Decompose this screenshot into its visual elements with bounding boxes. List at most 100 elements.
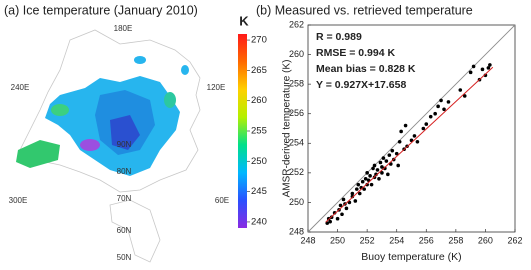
- scatter-title: (b) Measured vs. retrieved temperature: [256, 3, 473, 17]
- point: [371, 166, 375, 171]
- lat-label: 90N: [117, 140, 132, 149]
- point: [462, 94, 467, 98]
- lat-label: 50N: [117, 253, 132, 262]
- x-axis-label: Buoy temperature (K): [361, 251, 461, 263]
- lon-label: 60E: [215, 196, 229, 205]
- x-tick-label: 248: [300, 235, 315, 245]
- colorbar-label: K: [239, 13, 249, 28]
- point: [399, 129, 403, 134]
- point: [412, 134, 417, 138]
- point: [365, 171, 369, 175]
- point: [341, 197, 346, 202]
- point: [486, 66, 491, 70]
- sea-ice: [51, 104, 69, 116]
- lon-label: 240E: [11, 83, 30, 92]
- point: [390, 148, 395, 153]
- point: [415, 140, 420, 144]
- point: [433, 111, 437, 116]
- point: [480, 67, 485, 72]
- point: [403, 123, 408, 128]
- point: [471, 64, 476, 69]
- y-tick-label: 248: [289, 226, 304, 236]
- point: [350, 191, 355, 196]
- coastline: [109, 199, 161, 263]
- scatter-plot: 248 250 252 254 256 258 260 262 248 250 252 254 256 2…: [282, 19, 523, 262]
- x-tick-label: 254: [389, 235, 404, 245]
- point: [362, 187, 366, 191]
- point: [340, 212, 344, 217]
- colorbar-tick-label: 255: [251, 126, 267, 137]
- point: [488, 63, 492, 67]
- point: [381, 156, 386, 160]
- annotation: RMSE = 0.994 K: [316, 47, 395, 59]
- point: [375, 168, 380, 172]
- point: [386, 172, 390, 177]
- sea-ice: [134, 56, 146, 64]
- x-tick-label: 256: [419, 235, 434, 245]
- annotation: Y = 0.927X+17.658: [316, 79, 406, 91]
- point: [394, 151, 399, 156]
- point: [354, 187, 359, 191]
- point: [365, 182, 369, 187]
- map: [16, 29, 201, 263]
- point: [350, 194, 355, 199]
- sea-ice: [110, 115, 140, 150]
- x-tick-label: 260: [478, 235, 493, 245]
- lon-label: 300E: [9, 196, 28, 205]
- map-title: (a) Ice temperature (January 2010): [4, 3, 198, 17]
- one-to-one-line: [307, 24, 516, 233]
- sea-ice: [80, 139, 100, 151]
- point: [360, 179, 365, 184]
- colorbar-bar: [238, 34, 247, 228]
- lat-label: 60N: [117, 226, 132, 235]
- point: [368, 174, 372, 178]
- point: [436, 104, 440, 109]
- point: [363, 176, 368, 181]
- sea-ice: [164, 92, 176, 108]
- colorbar: 240 245 250 255 260 265 270: [238, 34, 267, 228]
- x-tick-label: 258: [448, 235, 463, 245]
- regression-line: [325, 66, 494, 223]
- point: [344, 206, 349, 211]
- colorbar-tick-label: 240: [251, 216, 267, 227]
- point: [328, 219, 332, 224]
- point: [357, 191, 362, 196]
- colorbar-tick-label: 245: [251, 186, 267, 197]
- y-axis-label: AMSR-derived temperature (K): [282, 60, 293, 198]
- y-tick-label: 250: [289, 197, 304, 207]
- point: [446, 100, 451, 104]
- point: [387, 153, 392, 157]
- colorbar-tick-label: 250: [251, 156, 267, 167]
- point: [384, 159, 389, 163]
- point: [380, 171, 384, 175]
- point: [421, 126, 426, 131]
- lat-label: 70N: [117, 194, 132, 203]
- y-tick-label: 258: [289, 79, 304, 89]
- point: [369, 182, 374, 187]
- lon-label: 120E: [207, 83, 226, 92]
- sea-ice: [181, 65, 189, 75]
- lat-label: 80N: [117, 167, 132, 176]
- annotation: Mean bias = 0.828 K: [316, 63, 416, 75]
- point: [439, 98, 443, 103]
- colorbar-tick-label: 265: [251, 65, 267, 76]
- point: [353, 199, 358, 203]
- point: [458, 88, 463, 92]
- point: [356, 182, 361, 187]
- point: [378, 160, 383, 165]
- annotation: R = 0.989: [316, 31, 362, 43]
- point: [468, 70, 473, 75]
- y-tick-label: 260: [289, 49, 304, 59]
- point: [372, 163, 377, 168]
- point: [442, 107, 446, 112]
- x-tick-label: 252: [360, 235, 375, 245]
- point: [377, 176, 381, 181]
- coastline: [19, 29, 201, 193]
- y-tick-label: 254: [289, 138, 304, 148]
- x-tick-label: 262: [507, 235, 522, 245]
- point: [335, 216, 340, 221]
- point: [397, 140, 402, 144]
- y-tick-label: 256: [289, 108, 304, 118]
- colorbar-tick-label: 260: [251, 95, 267, 106]
